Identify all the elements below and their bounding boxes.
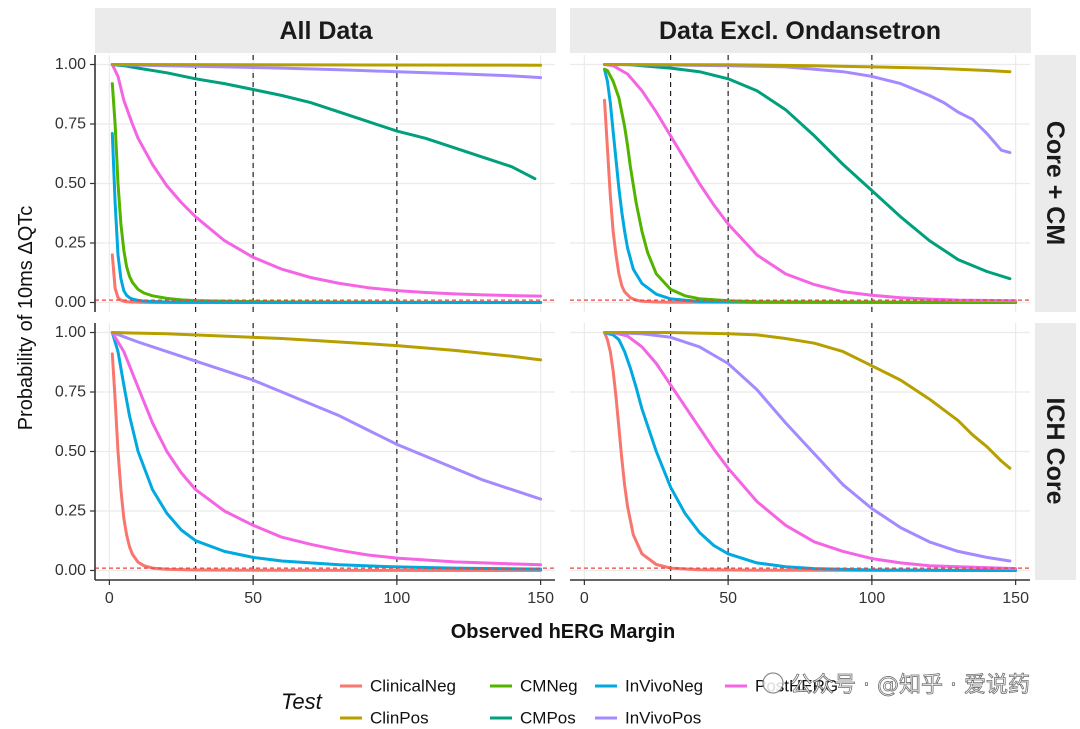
legend-label-clinicalneg: ClinicalNeg bbox=[370, 677, 456, 696]
strip-col-all-data bbox=[95, 8, 556, 53]
y-tick-label: 1.00 bbox=[55, 324, 86, 341]
facet-panels bbox=[94, 55, 1030, 581]
axis-ticks: 0.00 0.25 0.50 0.75 1.00 0.00 0.25 0.50 0.75 1.00… bbox=[55, 56, 1029, 607]
x-tick-label: 0 bbox=[105, 590, 114, 607]
y-tick-label: 0.25 bbox=[55, 234, 86, 251]
strip-label-core-cm: Core + CM bbox=[1041, 121, 1069, 245]
series-postherg-line bbox=[603, 331, 1018, 571]
legend-title: Test bbox=[281, 689, 323, 714]
legend-label-invivoneg: InVivoNeg bbox=[625, 677, 703, 696]
y-tick-label: 1.00 bbox=[55, 56, 86, 73]
series-clinpos-line bbox=[603, 63, 1012, 74]
series-clinicalneg-line bbox=[603, 331, 1018, 572]
series-postherg-line bbox=[603, 63, 1018, 303]
strip-label-data-excl: Data Excl. Ondansetron bbox=[659, 17, 941, 45]
panel-core-cm-data-excl-ondansetron bbox=[570, 55, 1030, 312]
legend: Test ClinicalNeg ClinPos CMNeg CMPos InVivoN… bbox=[281, 677, 838, 728]
watermark: 公众号 · @知乎 · 爱说药 bbox=[762, 672, 1030, 698]
strip-row-core-cm bbox=[1035, 55, 1076, 312]
series-postherg-line bbox=[110, 63, 543, 298]
y-tick-label: 0.50 bbox=[55, 175, 86, 192]
series-clinicalneg-line bbox=[110, 352, 543, 572]
series-clinpos-line bbox=[110, 63, 543, 67]
series-clinicalneg-line bbox=[603, 98, 1018, 304]
series-cmpos-line bbox=[110, 63, 537, 181]
x-tick-label: 50 bbox=[244, 590, 262, 607]
series-invivoneg-line bbox=[110, 132, 543, 304]
x-tick-label: 100 bbox=[384, 590, 411, 607]
series-cmneg-line bbox=[603, 67, 1018, 304]
legend-label-invivopos: InVivoPos bbox=[625, 709, 701, 728]
y-tick-label: 0.50 bbox=[55, 443, 86, 460]
x-tick-label: 150 bbox=[527, 590, 554, 607]
series-clinpos-line bbox=[110, 331, 543, 362]
y-tick-label: 0.75 bbox=[55, 116, 86, 133]
legend-label-cmpos: CMPos bbox=[520, 709, 576, 728]
strip-label-all-data: All Data bbox=[279, 17, 373, 45]
y-tick-label: 0.75 bbox=[55, 384, 86, 401]
y-tick-label: 0.00 bbox=[55, 294, 86, 311]
x-tick-label: 150 bbox=[1002, 590, 1029, 607]
series-invivopos-line bbox=[110, 331, 543, 501]
series-invivopos-line bbox=[603, 331, 1012, 563]
series-invivoneg-line bbox=[603, 331, 1018, 572]
panel-core-cm-all-data bbox=[94, 55, 555, 312]
series-cmpos-line bbox=[603, 63, 1012, 281]
y-tick-label: 0.25 bbox=[55, 502, 86, 519]
x-axis-title: Observed hERG Margin bbox=[451, 621, 676, 643]
x-tick-label: 0 bbox=[580, 590, 589, 607]
strip-col-data-excl bbox=[570, 8, 1031, 53]
legend-label-cmneg: CMNeg bbox=[520, 677, 578, 696]
y-tick-label: 0.00 bbox=[55, 562, 86, 579]
series-clinpos-line bbox=[603, 331, 1012, 470]
watermark-text: 公众号 · @知乎 · 爱说药 bbox=[790, 673, 1030, 698]
facet-strips: All Data Data Excl. Ondansetron Core + C… bbox=[95, 8, 1076, 580]
wechat-icon bbox=[762, 672, 784, 694]
x-tick-label: 100 bbox=[859, 590, 886, 607]
x-tick-label: 50 bbox=[719, 590, 737, 607]
strip-row-ich-core bbox=[1035, 323, 1076, 580]
series-postherg-line bbox=[110, 331, 543, 567]
strip-label-ich-core: ICH Core bbox=[1041, 398, 1069, 505]
legend-label-clinpos: ClinPos bbox=[370, 709, 429, 728]
series-invivoneg-line bbox=[110, 331, 543, 571]
y-axis-title: Probability of 10ms ΔQTc bbox=[15, 206, 37, 431]
panel-ich-core-data-excl-ondansetron bbox=[570, 323, 1030, 581]
